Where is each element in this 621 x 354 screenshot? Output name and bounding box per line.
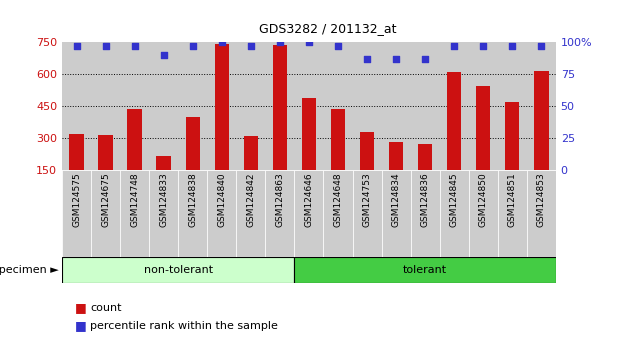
Bar — [294, 170, 324, 257]
Point — [333, 44, 343, 49]
Point — [188, 44, 197, 49]
Point — [478, 44, 488, 49]
Bar — [440, 42, 469, 170]
Bar — [70, 134, 84, 202]
Bar — [120, 170, 149, 257]
Text: GSM124753: GSM124753 — [363, 172, 371, 227]
Bar — [186, 117, 200, 202]
Bar — [207, 42, 237, 170]
Text: GSM124853: GSM124853 — [537, 172, 546, 227]
Bar — [353, 170, 381, 257]
Text: GSM124842: GSM124842 — [247, 172, 255, 227]
Bar — [381, 42, 410, 170]
Text: GSM124836: GSM124836 — [420, 172, 430, 227]
Text: GSM124646: GSM124646 — [304, 172, 314, 227]
Bar — [410, 170, 440, 257]
Bar — [237, 170, 265, 257]
Bar — [294, 257, 556, 283]
Point — [304, 40, 314, 45]
Point — [71, 44, 81, 49]
Bar — [243, 136, 258, 202]
Bar — [127, 109, 142, 202]
Bar — [418, 144, 432, 202]
Bar — [62, 257, 294, 283]
Bar — [505, 102, 520, 202]
Text: ■: ■ — [75, 319, 86, 332]
Bar — [149, 170, 178, 257]
Text: GSM124863: GSM124863 — [275, 172, 284, 227]
Bar — [98, 135, 113, 202]
Bar — [360, 132, 374, 202]
Bar — [497, 42, 527, 170]
Point — [391, 56, 401, 62]
Point — [159, 52, 169, 58]
Bar — [237, 42, 265, 170]
Bar — [62, 170, 91, 257]
Text: GSM124675: GSM124675 — [101, 172, 110, 227]
Bar — [120, 42, 149, 170]
Text: non-tolerant: non-tolerant — [143, 265, 213, 275]
Bar — [389, 142, 403, 202]
Point — [507, 44, 517, 49]
Point — [217, 40, 227, 45]
Bar — [149, 42, 178, 170]
Bar — [156, 156, 171, 202]
Point — [420, 56, 430, 62]
Bar — [273, 45, 287, 202]
Text: specimen ►: specimen ► — [0, 265, 59, 275]
Bar — [178, 170, 207, 257]
Bar — [178, 42, 207, 170]
Text: GSM124838: GSM124838 — [188, 172, 197, 227]
Point — [362, 56, 372, 62]
Text: tolerant: tolerant — [403, 265, 447, 275]
Text: GSM124833: GSM124833 — [159, 172, 168, 227]
Bar — [62, 42, 91, 170]
Text: GSM124845: GSM124845 — [450, 172, 459, 227]
Bar — [215, 44, 229, 202]
Bar — [469, 170, 497, 257]
Text: GSM124575: GSM124575 — [72, 172, 81, 227]
Bar — [265, 42, 294, 170]
Text: GSM124850: GSM124850 — [479, 172, 487, 227]
Bar — [476, 86, 491, 202]
Text: percentile rank within the sample: percentile rank within the sample — [90, 321, 278, 331]
Bar — [207, 170, 237, 257]
Bar — [469, 42, 497, 170]
Bar — [324, 42, 353, 170]
Bar — [353, 42, 381, 170]
Bar — [302, 98, 316, 202]
Text: GSM124648: GSM124648 — [333, 172, 343, 227]
Bar — [331, 109, 345, 202]
Text: GSM124851: GSM124851 — [508, 172, 517, 227]
Text: GDS3282 / 201132_at: GDS3282 / 201132_at — [260, 22, 397, 35]
Bar — [410, 42, 440, 170]
Point — [246, 44, 256, 49]
Bar — [294, 42, 324, 170]
Text: GSM124834: GSM124834 — [392, 172, 401, 227]
Bar — [91, 42, 120, 170]
Point — [449, 44, 459, 49]
Bar — [324, 170, 353, 257]
Text: ■: ■ — [75, 302, 86, 314]
Bar — [527, 42, 556, 170]
Bar — [534, 71, 548, 202]
Text: GSM124748: GSM124748 — [130, 172, 139, 227]
Bar — [440, 170, 469, 257]
Text: GSM124840: GSM124840 — [217, 172, 226, 227]
Bar — [381, 170, 410, 257]
Bar — [447, 72, 461, 202]
Text: count: count — [90, 303, 122, 313]
Point — [537, 44, 546, 49]
Bar — [527, 170, 556, 257]
Bar — [265, 170, 294, 257]
Point — [101, 44, 111, 49]
Bar — [91, 170, 120, 257]
Point — [275, 40, 285, 45]
Point — [130, 44, 140, 49]
Bar — [497, 170, 527, 257]
